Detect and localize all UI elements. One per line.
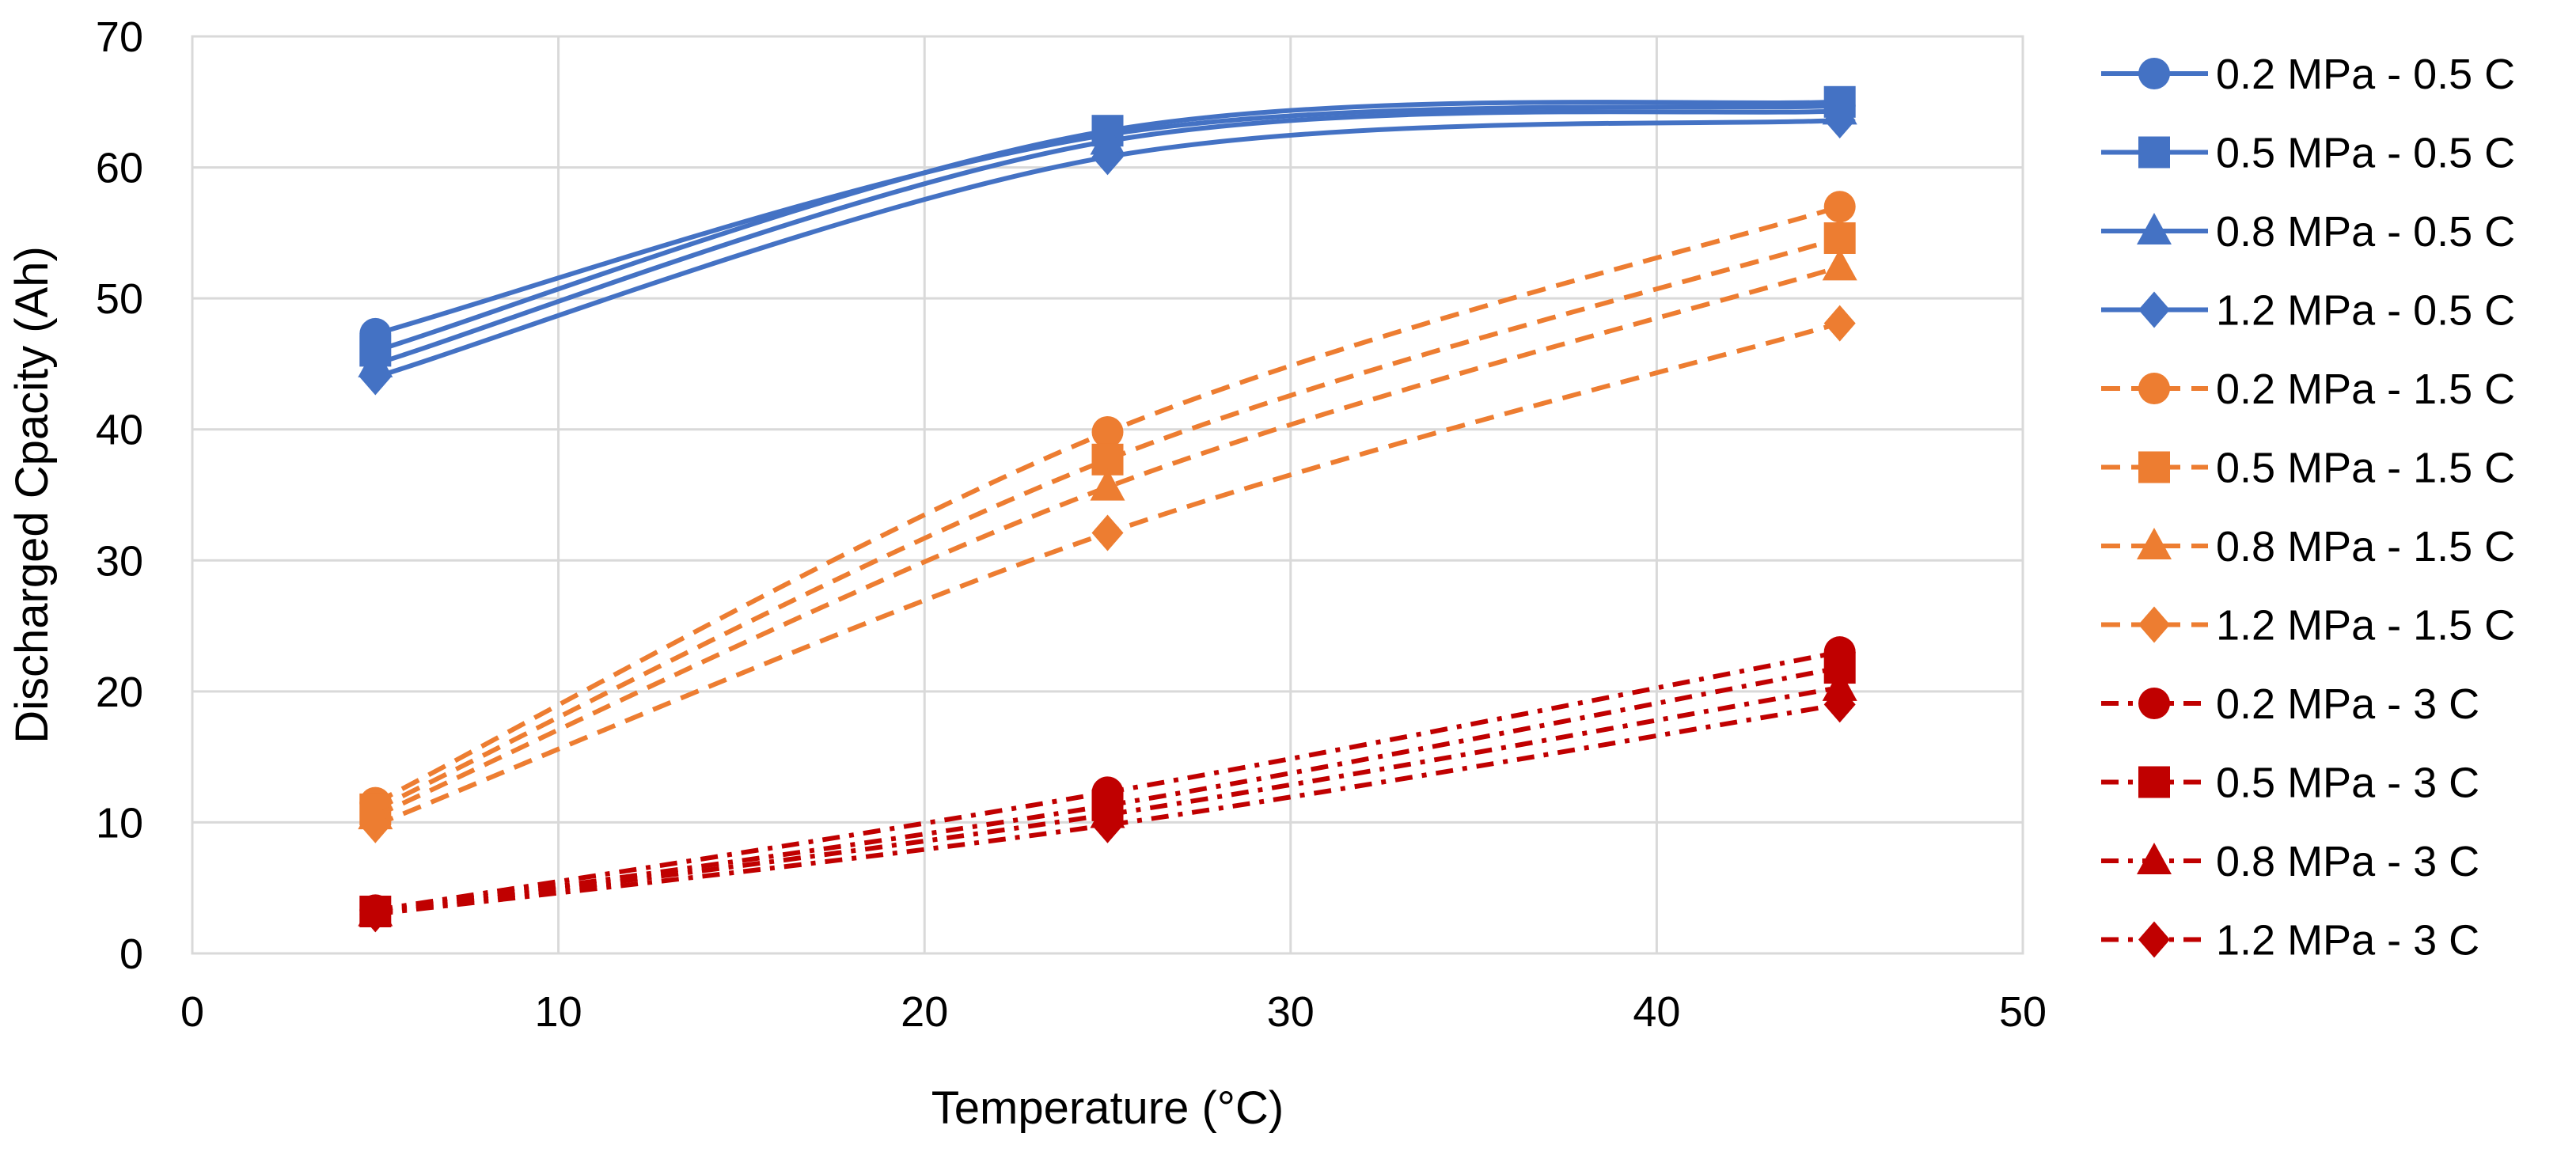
legend-label: 1.2 MPa - 1.5 C bbox=[2216, 602, 2515, 650]
data-point bbox=[359, 358, 392, 396]
data-point bbox=[1823, 222, 1856, 254]
legend-marker bbox=[2138, 766, 2170, 798]
legend-item: 0.2 MPa - 0.5 C bbox=[2101, 51, 2515, 98]
series-11 bbox=[358, 669, 1857, 927]
data-point bbox=[1822, 248, 1857, 281]
plot-frame bbox=[191, 35, 2024, 955]
y-tick-label: 30 bbox=[96, 537, 143, 585]
data-point bbox=[1091, 514, 1124, 551]
series-5 bbox=[359, 191, 1856, 819]
legend-marker bbox=[2138, 291, 2170, 328]
x-axis-title: Temperature (°C) bbox=[931, 1082, 1284, 1134]
data-point bbox=[1823, 686, 1856, 723]
x-tick-label: 50 bbox=[1999, 988, 2047, 1036]
legend-label: 0.8 MPa - 0.5 C bbox=[2216, 208, 2515, 256]
legend-item: 1.2 MPa - 1.5 C bbox=[2101, 602, 2515, 650]
series-8 bbox=[359, 305, 1856, 843]
x-tick-label: 10 bbox=[535, 988, 582, 1036]
x-tick-label: 30 bbox=[1267, 988, 1315, 1036]
y-tick-label: 0 bbox=[120, 930, 143, 978]
series-line bbox=[374, 236, 1841, 812]
y-tick-label: 20 bbox=[96, 669, 143, 716]
x-tick-label: 40 bbox=[1633, 988, 1680, 1036]
legend-marker bbox=[2137, 528, 2172, 559]
legend-marker bbox=[2138, 136, 2170, 169]
legend-item: 0.8 MPa - 1.5 C bbox=[2101, 523, 2515, 570]
x-tick-label: 20 bbox=[901, 988, 948, 1036]
data-point bbox=[359, 896, 392, 933]
legend-marker bbox=[2138, 606, 2170, 643]
legend-label: 0.2 MPa - 3 C bbox=[2216, 680, 2479, 728]
legend-label: 0.8 MPa - 3 C bbox=[2216, 838, 2479, 885]
legend-item: 0.5 MPa - 1.5 C bbox=[2101, 445, 2515, 492]
y-tick-label: 60 bbox=[96, 145, 143, 192]
y-tick-label: 40 bbox=[96, 407, 143, 454]
legend-item: 0.5 MPa - 0.5 C bbox=[2101, 130, 2515, 177]
legend-item: 1.2 MPa - 3 C bbox=[2101, 917, 2479, 964]
data-point bbox=[1823, 305, 1856, 342]
data-point bbox=[1822, 669, 1857, 701]
legend-label: 0.5 MPa - 3 C bbox=[2216, 760, 2479, 807]
x-tick-label: 0 bbox=[180, 988, 204, 1036]
series-12 bbox=[359, 686, 1856, 933]
legend-marker bbox=[2137, 843, 2172, 874]
legend-item: 0.2 MPa - 3 C bbox=[2101, 680, 2479, 728]
legend-marker bbox=[2138, 58, 2170, 89]
legend-label: 1.2 MPa - 0.5 C bbox=[2216, 287, 2515, 335]
data-point bbox=[1090, 468, 1125, 501]
legend-item: 0.2 MPa - 1.5 C bbox=[2101, 366, 2515, 413]
y-tick-label: 50 bbox=[96, 275, 143, 323]
legend-label: 0.2 MPa - 0.5 C bbox=[2216, 51, 2515, 98]
data-point bbox=[1091, 806, 1124, 843]
legend-label: 0.2 MPa - 1.5 C bbox=[2216, 366, 2515, 413]
legend-item: 0.5 MPa - 3 C bbox=[2101, 760, 2479, 807]
series-3 bbox=[358, 93, 1857, 377]
legend-label: 0.5 MPa - 1.5 C bbox=[2216, 445, 2515, 492]
data-point bbox=[359, 806, 392, 843]
legend-item: 1.2 MPa - 0.5 C bbox=[2101, 287, 2515, 335]
legend-item: 0.8 MPa - 3 C bbox=[2101, 838, 2479, 885]
series-layer bbox=[358, 85, 1857, 933]
legend-marker bbox=[2137, 213, 2172, 244]
legend: 0.2 MPa - 0.5 C 0.5 MPa - 0.5 C 0.8 MPa - … bbox=[2101, 51, 2515, 964]
legend-label: 1.2 MPa - 3 C bbox=[2216, 917, 2479, 964]
series-line bbox=[374, 320, 1841, 828]
data-point bbox=[1823, 191, 1856, 223]
data-point bbox=[1091, 416, 1124, 449]
legend-marker bbox=[2138, 921, 2170, 958]
legend-marker bbox=[2138, 451, 2170, 483]
legend-label: 0.5 MPa - 0.5 C bbox=[2216, 130, 2515, 177]
legend-marker bbox=[2138, 688, 2170, 719]
y-tick-label: 70 bbox=[96, 13, 143, 61]
y-tick-label: 10 bbox=[96, 799, 143, 847]
legend-marker bbox=[2138, 373, 2170, 404]
data-point bbox=[1091, 138, 1124, 176]
data-point bbox=[1823, 101, 1856, 138]
legend-label: 0.8 MPa - 1.5 C bbox=[2216, 523, 2515, 570]
y-axis-title: Discharged Cpacity (Ah) bbox=[6, 246, 58, 744]
series-4 bbox=[359, 101, 1856, 396]
axis-layer: 0 10 20 30 40 50 60 70 0 10 20 30 40 50 Temperature (°… bbox=[6, 13, 2047, 1134]
legend-item: 0.8 MPa - 0.5 C bbox=[2101, 208, 2515, 256]
